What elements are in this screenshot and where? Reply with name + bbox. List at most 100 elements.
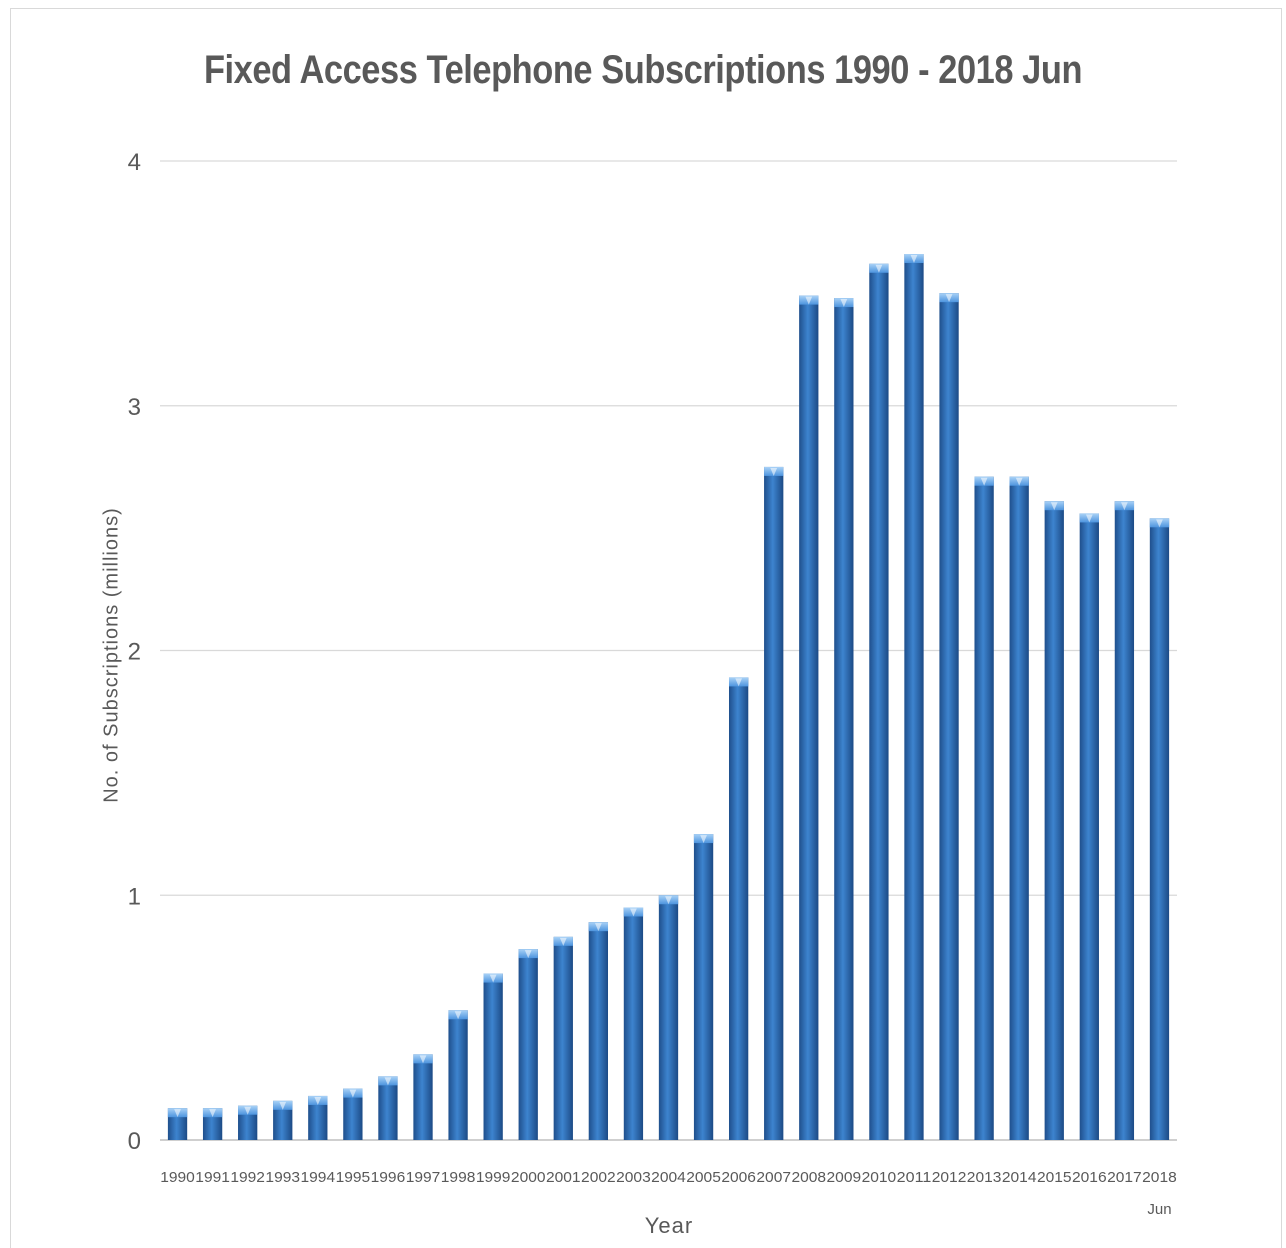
x-tick-label: 2011	[897, 1169, 932, 1186]
bar-2009	[834, 298, 854, 1140]
bar-body	[448, 1010, 468, 1140]
x-tick-label: 2001	[546, 1169, 581, 1186]
x-tick-label: 2000	[511, 1169, 546, 1186]
bar-body	[1149, 518, 1170, 1140]
bar-bevel	[945, 294, 953, 303]
bar-body	[343, 1088, 363, 1140]
bar-2018-jun	[1149, 518, 1170, 1140]
y-tick-label: 0	[128, 1128, 141, 1155]
x-tick-label: 1992	[230, 1169, 265, 1186]
bar-body	[1009, 476, 1029, 1140]
bar-bevel	[630, 908, 637, 917]
x-tick-label: 1993	[265, 1169, 300, 1186]
x-tick-label: 2002	[581, 1169, 616, 1186]
x-tick-label: 1997	[406, 1169, 441, 1186]
x-tick-label: 2004	[651, 1169, 686, 1186]
bar-body	[799, 295, 819, 1140]
bar-1991	[202, 1108, 223, 1140]
bar-body	[834, 298, 854, 1140]
bar-bevel	[735, 678, 743, 687]
bar-body	[308, 1095, 328, 1140]
bar-1992	[238, 1105, 258, 1140]
bar-bevel	[454, 1011, 462, 1020]
bar-body	[588, 922, 609, 1140]
bar-bevel	[805, 296, 813, 305]
x-tick-label: 2007	[756, 1169, 791, 1186]
bar-bevel	[419, 1055, 427, 1064]
bar-2012	[939, 293, 959, 1140]
bar-1995	[343, 1088, 363, 1140]
x-tick-label: 1990	[160, 1169, 195, 1186]
x-tick-label: 1998	[441, 1169, 476, 1186]
x-tick-label: 1994	[301, 1169, 336, 1186]
bar-2011	[904, 254, 924, 1140]
bar-bevel	[209, 1109, 216, 1118]
bar-bevel	[244, 1106, 252, 1115]
bar-2015	[1044, 501, 1064, 1140]
bar-body	[483, 973, 503, 1140]
bar-1997	[413, 1054, 433, 1140]
x-axis-title: Year	[644, 1213, 694, 1238]
bar-body	[518, 949, 538, 1140]
bar-2000	[518, 949, 538, 1140]
bar-bevel	[910, 255, 918, 264]
bar-bevel	[1015, 477, 1023, 486]
bar-2016	[1079, 513, 1099, 1140]
bar-body	[728, 677, 749, 1140]
x-tick-label: 2013	[967, 1169, 1002, 1186]
bar-body	[378, 1076, 398, 1140]
bar-body	[939, 293, 959, 1140]
bar-2014	[1009, 476, 1029, 1140]
x-tick-label: 2006	[721, 1169, 756, 1186]
x-tick-label: 2018	[1142, 1169, 1177, 1186]
bar-2005	[693, 834, 714, 1140]
bar-body	[904, 254, 924, 1140]
bar-bevel	[384, 1077, 392, 1086]
bar-body	[869, 263, 889, 1140]
y-tick-label: 1	[128, 883, 141, 910]
bar-body	[273, 1100, 293, 1140]
bar-bevel	[840, 299, 848, 308]
bar-bevel	[665, 896, 672, 905]
x-tick-label: 2017	[1107, 1169, 1142, 1186]
x-tick-label: 2005	[686, 1169, 721, 1186]
bar-bevel	[700, 835, 707, 844]
x-tick-label: 2008	[791, 1169, 826, 1186]
bar-bevel	[770, 467, 778, 476]
bar-2017	[1114, 501, 1135, 1140]
chart-title: Fixed Access Telephone Subscriptions 199…	[203, 48, 1083, 92]
x-tick-label-line2: Jun	[1147, 1201, 1171, 1218]
bar-2001	[553, 936, 573, 1140]
x-tick-label: 2010	[862, 1169, 897, 1186]
x-tick-label: 1995	[336, 1169, 371, 1186]
bar-body	[623, 907, 644, 1140]
x-tick-label: 1991	[195, 1169, 230, 1186]
bar-bevel	[1085, 514, 1093, 523]
bar-bevel	[279, 1101, 287, 1110]
bar-bevel	[875, 264, 883, 273]
bar-2004	[658, 895, 679, 1140]
x-tick-label: 1996	[371, 1169, 406, 1186]
bar-1990	[167, 1108, 188, 1140]
x-tick-label: 2003	[616, 1169, 651, 1186]
x-tick-labels: 1990 1991 1992 1993 1994 1995 1996 1997 1998 1999…	[160, 1169, 1177, 1218]
bar-body	[1114, 501, 1135, 1140]
bar-bevel	[980, 477, 988, 486]
chart-frame	[10, 8, 1282, 1248]
bar-bevel	[349, 1089, 357, 1098]
bar-2003	[623, 907, 644, 1140]
bar-2008	[799, 295, 819, 1140]
bar-bevel	[594, 923, 602, 932]
x-tick-label: 2016	[1072, 1169, 1107, 1186]
bar-bevel	[1050, 502, 1058, 511]
bar-body	[413, 1054, 433, 1140]
bar-bevel	[1121, 502, 1128, 511]
bars	[167, 254, 1170, 1140]
bar-body	[658, 895, 679, 1140]
bar-1993	[273, 1100, 293, 1140]
bar-bevel	[559, 937, 567, 946]
x-tick-label: 1999	[476, 1169, 511, 1186]
x-tick-label: 2014	[1002, 1169, 1037, 1186]
y-tick-label: 2	[128, 639, 141, 666]
